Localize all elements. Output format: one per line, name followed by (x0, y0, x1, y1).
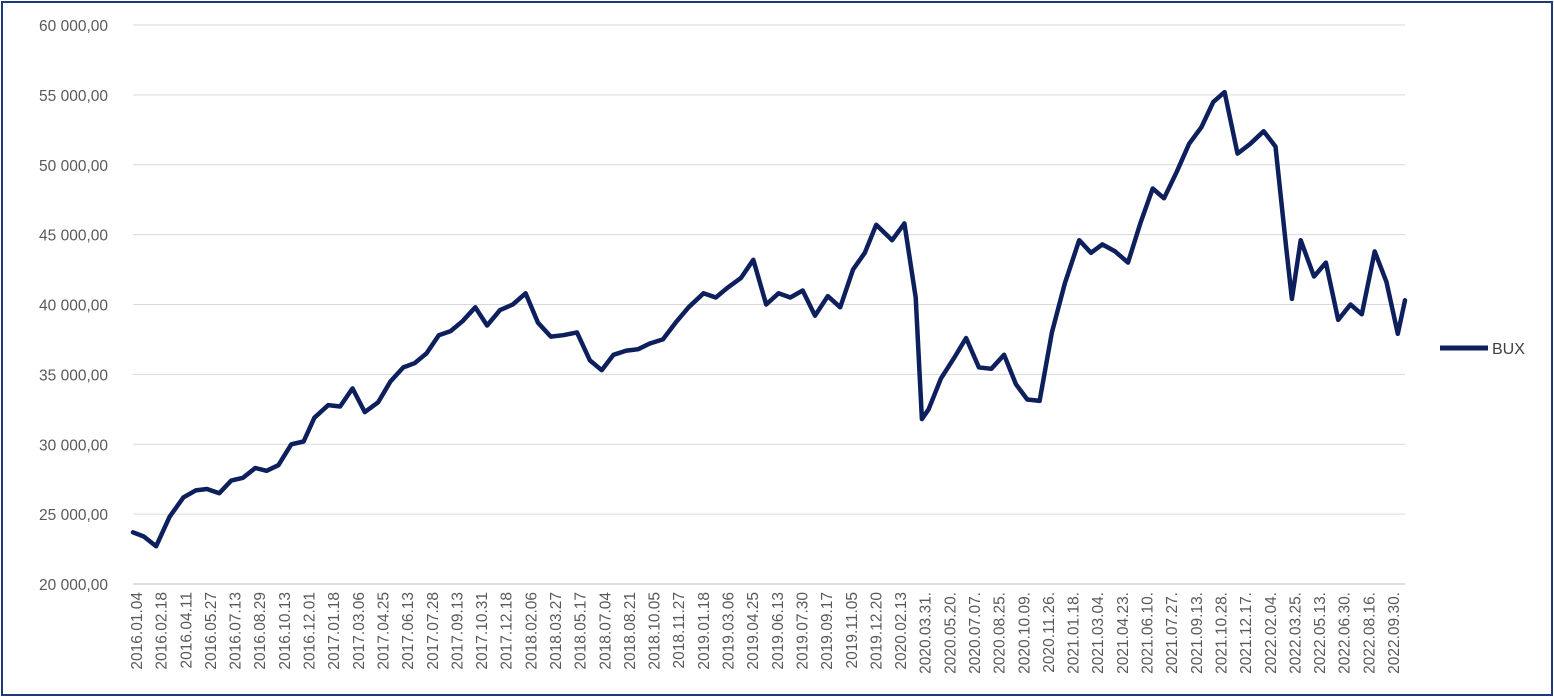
series-line-bux (130, 89, 1408, 549)
x-tick-label: 2018.11.27 (671, 592, 688, 668)
x-tick-label: 2018.08.21 (622, 592, 639, 670)
series-group (130, 89, 1408, 549)
y-tick-label: 60 000,00 (39, 18, 108, 35)
x-tick-label: 2022.06.30. (1337, 592, 1354, 674)
x-tick-label: 2017.03.06 (351, 592, 368, 670)
x-tick-label: 2017.06.13 (400, 592, 417, 670)
x-tick-label: 2018.07.04 (597, 592, 614, 670)
x-tick-label: 2021.04.23. (1115, 592, 1132, 674)
x-tick-label: 2016.08.29 (252, 592, 269, 670)
x-tick-label: 2021.07.27. (1164, 592, 1181, 674)
y-tick-label: 20 000,00 (39, 577, 108, 594)
x-tick-label: 2020.11.26. (1041, 592, 1058, 673)
y-tick-label: 45 000,00 (39, 228, 108, 245)
x-tick-label: 2017.12.18 (499, 592, 516, 670)
y-tick-label: 25 000,00 (39, 507, 108, 524)
x-tick-label: 2019.03.06 (721, 592, 738, 670)
x-tick-label: 2021.12.17. (1238, 592, 1255, 674)
x-tick-label: 2021.03.04. (1090, 592, 1107, 674)
x-tick-label: 2020.05.20. (942, 592, 959, 674)
x-tick-label: 2017.10.31 (474, 592, 491, 670)
x-tick-label: 2019.06.13 (770, 592, 787, 670)
y-tick-label: 55 000,00 (39, 88, 108, 105)
y-axis-tick-labels: 20 000,00 25 000,00 30 000,00 35 000,00 40 0… (39, 18, 108, 594)
x-tick-label: 2016.02.18 (154, 592, 171, 670)
x-tick-label: 2017.01.18 (326, 592, 343, 670)
legend: BUX (1440, 341, 1525, 358)
x-tick-label: 2020.03.31. (918, 592, 935, 674)
x-tick-label: 2016.10.13 (277, 592, 294, 670)
x-tick-label: 2018.05.17 (573, 592, 590, 670)
gridlines (133, 24, 1405, 515)
x-tick-label: 2016.12.01 (302, 592, 319, 670)
x-tick-label: 2022.08.16. (1361, 592, 1378, 674)
x-tick-label: 2018.03.27 (548, 592, 565, 670)
y-tick-label: 35 000,00 (39, 367, 108, 384)
x-tick-label: 2021.09.13. (1189, 592, 1206, 674)
x-tick-label: 2019.09.17 (819, 592, 836, 670)
legend-label-bux: BUX (1492, 341, 1525, 358)
x-tick-label: 2021.01.18. (1066, 592, 1083, 674)
x-tick-label: 2022.03.25. (1287, 592, 1304, 674)
x-tick-label: 2019.11.05 (844, 592, 861, 668)
x-tick-label: 2017.09.13 (449, 592, 466, 670)
x-tick-label: 2018.02.06 (523, 592, 540, 670)
x-tick-label: 2022.02.04. (1263, 592, 1280, 674)
y-tick-label: 30 000,00 (39, 437, 108, 454)
x-tick-label: 2016.04.11 (178, 592, 195, 668)
x-tick-label: 2022.05.13. (1312, 592, 1329, 674)
x-tick-label: 2019.12.20 (868, 592, 885, 670)
x-tick-label: 2019.01.18 (696, 592, 713, 670)
y-tick-label: 40 000,00 (39, 298, 108, 315)
x-tick-label: 2020.07.07. (967, 592, 984, 674)
x-tick-label: 2019.07.30 (794, 592, 811, 670)
x-tick-label: 2016.07.13 (228, 592, 245, 670)
x-tick-label: 2018.10.05 (647, 592, 664, 670)
x-tick-label: 2019.04.25 (745, 592, 762, 670)
x-tick-label: 2016.01.04 (129, 592, 146, 670)
x-tick-label: 2017.04.25 (375, 592, 392, 670)
x-tick-label: 2016.05.27 (203, 592, 220, 670)
x-axis-tick-labels: 2016.01.04 2016.02.18 2016.04.11 2016.05.27… (129, 592, 1403, 674)
x-tick-label: 2022.09.30. (1386, 592, 1403, 674)
x-tick-label: 2020.10.09. (1016, 592, 1033, 674)
x-tick-label: 2021.10.28. (1213, 592, 1230, 674)
x-tick-label: 2021.06.10. (1140, 592, 1157, 674)
x-tick-label: 2020.08.25. (992, 592, 1009, 674)
x-tick-label: 2020.02.13 (893, 592, 910, 670)
y-tick-label: 50 000,00 (39, 158, 108, 175)
x-tick-label: 2017.07.28 (425, 592, 442, 670)
